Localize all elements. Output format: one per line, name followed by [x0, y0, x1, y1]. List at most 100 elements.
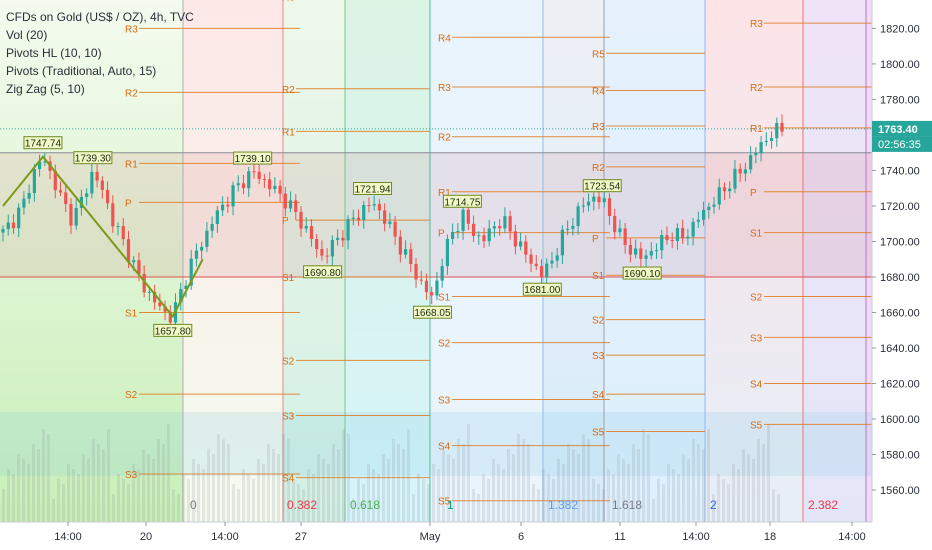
volume-bar	[2, 489, 5, 522]
volume-bar	[517, 434, 520, 522]
period-band	[283, 0, 345, 522]
legend-indicator-zigzag[interactable]: Zig Zag (5, 10)	[6, 82, 85, 96]
swing-label-box	[23, 136, 63, 150]
candle-body	[179, 289, 183, 303]
candle-body	[153, 291, 157, 303]
candle-body	[607, 198, 612, 216]
candle-body	[105, 189, 110, 204]
candle-body	[6, 222, 10, 230]
candle-body	[775, 122, 779, 139]
volume-bar	[362, 484, 365, 522]
price-tick-label: 1680.00	[880, 272, 920, 284]
volume-bar	[537, 489, 540, 522]
volume-bar	[262, 464, 265, 522]
pivot-label: S4	[438, 442, 451, 453]
pivot-label: P	[125, 198, 132, 209]
volume-bar	[577, 454, 580, 522]
candle-body	[743, 169, 748, 174]
candle-body	[304, 226, 308, 229]
candle-body	[524, 241, 528, 255]
volume-bar	[472, 489, 475, 522]
candle-body	[247, 171, 251, 189]
price-tick-label: 1600.00	[880, 414, 920, 426]
candle-body	[11, 222, 16, 229]
pivot-label: S5	[750, 420, 763, 431]
volume-bar	[342, 429, 345, 522]
fib-label: 1.618	[612, 498, 642, 512]
legend-title[interactable]: CFDs on Gold (US$ / OZ), 4h, TVC	[6, 10, 194, 24]
candle-body	[492, 226, 497, 229]
candle-body	[111, 203, 115, 227]
candle-body	[424, 280, 429, 293]
candle-body	[200, 246, 204, 251]
volume-bar	[12, 474, 15, 522]
candle-body	[142, 273, 146, 293]
swing-label: 1657.80	[153, 323, 193, 337]
candle-body	[330, 239, 334, 257]
pivot-label: P	[750, 188, 757, 199]
candle-body	[722, 187, 727, 192]
candle-body	[236, 183, 240, 186]
candle-body	[158, 302, 162, 307]
pivot-label: R4	[438, 33, 451, 44]
pivot-label: S1	[125, 308, 138, 319]
pivot-label: R3	[125, 24, 138, 35]
candle-body	[320, 249, 324, 256]
volume-bar	[62, 484, 65, 522]
legend-indicator-pivots-traditional[interactable]: Pivots (Traditional, Auto, 15)	[6, 64, 157, 78]
fib-label: 0.618	[350, 498, 380, 512]
volume-bar	[642, 429, 645, 522]
candle-body	[215, 210, 219, 225]
candle-body	[79, 196, 84, 208]
resistance-zone	[0, 152, 872, 277]
support-zone	[0, 411, 872, 476]
volume-bar	[142, 449, 145, 522]
volume-bar	[477, 494, 480, 522]
candle-body	[398, 236, 402, 255]
volume-bar	[462, 444, 465, 522]
swing-label-box	[442, 194, 482, 208]
legend-indicator-volume[interactable]: Vol (20)	[6, 28, 48, 42]
pivot-label: P	[592, 234, 599, 245]
candle-body	[231, 185, 235, 207]
price-tick-label: 1740.00	[880, 165, 920, 177]
volume-bar	[772, 489, 775, 522]
volume-bar	[77, 474, 80, 522]
volume-bar	[192, 459, 195, 522]
volume-bar	[382, 454, 385, 522]
candle-body	[262, 179, 267, 181]
volume-bar	[687, 459, 690, 522]
candle-body	[189, 258, 193, 286]
volume-bar	[442, 449, 445, 522]
swing-label-text: 1723.54	[584, 182, 621, 193]
candle-body	[184, 285, 188, 290]
swing-label-box	[412, 305, 452, 319]
candle-body	[759, 142, 763, 154]
volume-bar	[742, 449, 745, 522]
volume-bar	[407, 429, 410, 522]
volume-bar	[7, 469, 10, 522]
volume-bar	[232, 484, 235, 522]
swing-label-box	[622, 266, 662, 280]
pivot-label: S2	[125, 390, 138, 401]
volume-bar	[282, 434, 285, 522]
legend-indicator-pivots-hl[interactable]: Pivots HL (10, 10)	[6, 46, 102, 60]
volume-bar	[587, 439, 590, 522]
pivot-label: R1	[750, 124, 763, 135]
candle-body	[43, 161, 47, 163]
price-tick-label: 1820.00	[880, 23, 920, 35]
volume-bar	[647, 434, 650, 522]
pivot-label: R4	[592, 87, 605, 98]
volume-bar	[437, 469, 440, 522]
pivot-label: R2	[125, 88, 138, 99]
volume-bar	[632, 444, 635, 522]
candle-body	[545, 263, 549, 277]
volume-bar	[182, 474, 185, 522]
candle-body	[539, 266, 544, 277]
volume-bar	[207, 449, 210, 522]
volume-bar	[87, 459, 90, 522]
candle-body	[649, 251, 653, 256]
volume-bar	[677, 474, 680, 522]
volume-bar	[387, 459, 390, 522]
